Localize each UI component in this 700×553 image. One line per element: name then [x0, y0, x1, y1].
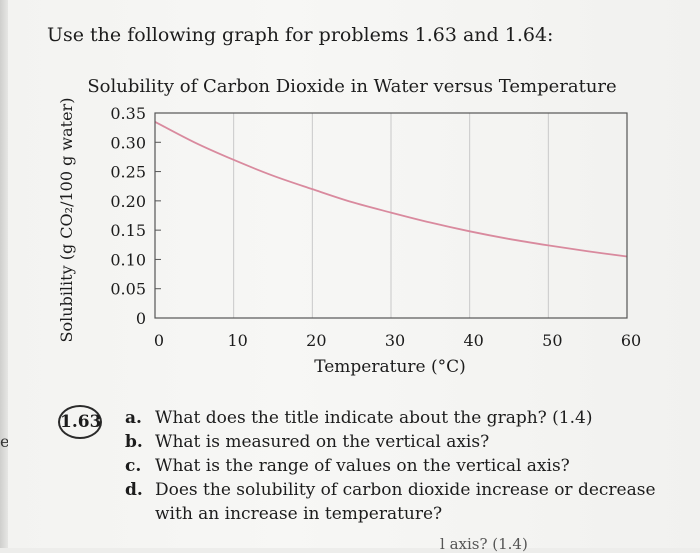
y-tick-label: 0.15 — [110, 221, 146, 240]
x-tick-label: 50 — [542, 331, 562, 350]
x-tick-label: 0 — [154, 331, 164, 350]
question-text: with an increase in temperature? — [155, 504, 443, 524]
y-tick-label: 0.35 — [110, 104, 146, 123]
question-text: What is the range of values on the verti… — [155, 456, 570, 476]
y-tick-label: 0.20 — [110, 192, 146, 211]
question-letter: d. — [125, 480, 143, 500]
chart-title: Solubility of Carbon Dioxide in Water ve… — [87, 76, 616, 97]
question-letter: b. — [125, 432, 143, 452]
tick-labels: 0 10 20 30 40 50 60 0 0.05 0.10 0.15 0.20 0.25 0.30 0.… — [110, 104, 641, 350]
question-letter: c. — [125, 456, 142, 476]
grid-lines — [233, 113, 549, 318]
x-tick-label: 10 — [227, 331, 247, 350]
solubility-curve — [154, 120, 628, 258]
solubility-chart: Solubility of Carbon Dioxide in Water ve… — [57, 76, 641, 377]
x-tick-label: 40 — [463, 331, 483, 350]
question-text: Does the solubility of carbon dioxide in… — [155, 480, 656, 500]
plot-frame — [154, 112, 628, 319]
x-tick-label: 20 — [306, 331, 326, 350]
x-tick-label: 30 — [385, 331, 405, 350]
y-tick-label: 0.10 — [110, 250, 146, 269]
x-tick-label: 60 — [621, 331, 641, 350]
question-text: What does the title indicate about the g… — [155, 408, 593, 428]
y-tick-label: 0.30 — [110, 133, 146, 152]
y-axis-label: Solubility (g CO₂/100 g water) — [57, 98, 76, 343]
series-layer — [154, 120, 628, 258]
question-text: What is measured on the vertical axis? — [155, 432, 490, 452]
question-number-badge: 1.63 — [58, 405, 102, 439]
textbook-page — [8, 0, 700, 548]
y-tick-label: 0 — [136, 309, 146, 328]
y-tick-label: 0.25 — [110, 163, 146, 182]
x-axis-label: Temperature (°C) — [314, 357, 466, 377]
page-edge-shadow — [0, 0, 8, 548]
intro-text: Use the following graph for problems 1.6… — [47, 24, 554, 46]
y-tick-label: 0.05 — [110, 280, 146, 299]
question-letter: a. — [125, 408, 142, 428]
cutoff-text: l axis? (1.4) — [440, 535, 528, 553]
